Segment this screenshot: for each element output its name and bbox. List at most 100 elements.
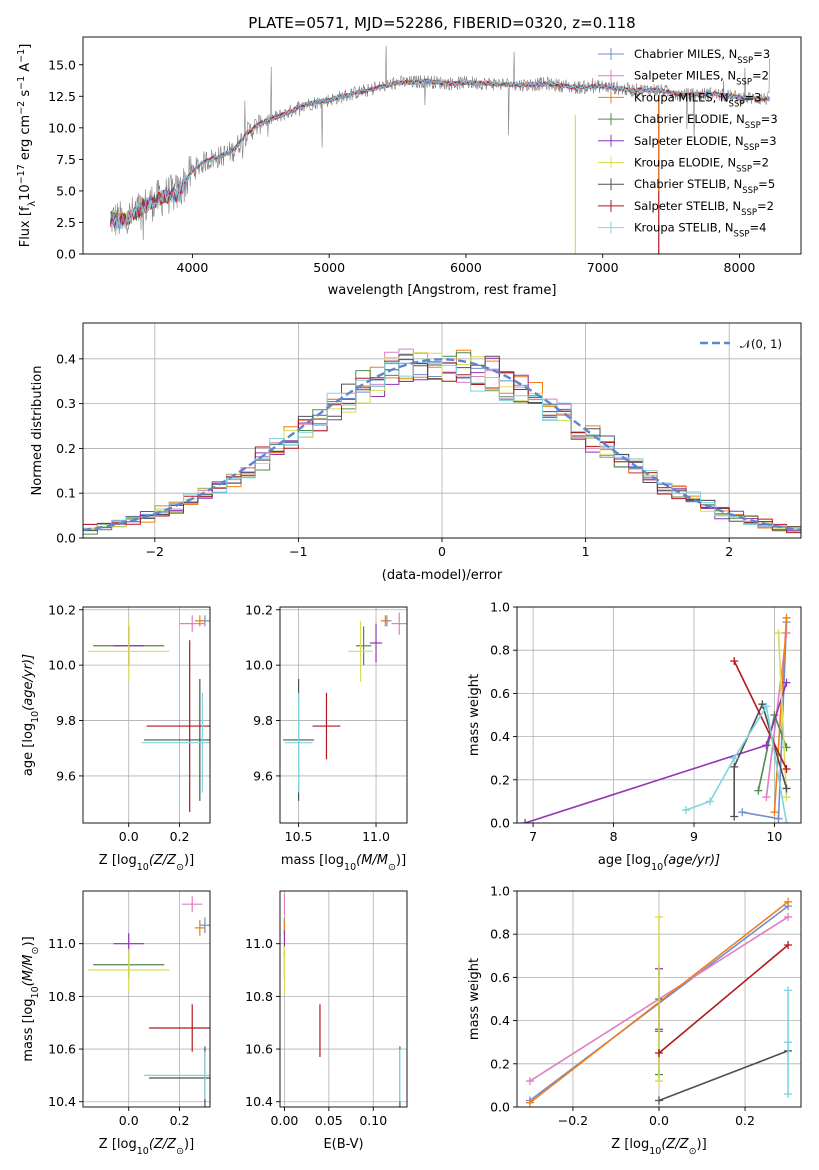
legend-label-ssp: 3	[770, 112, 777, 126]
y-tick-label: 0.1	[56, 486, 76, 501]
y-tick-label: 12.5	[48, 89, 76, 104]
x-tick-label: 0	[438, 544, 446, 559]
x-tick-label: 2	[725, 544, 733, 559]
y-tick-label: 9.8	[56, 713, 76, 728]
mass-weight-group	[525, 897, 793, 1107]
y-axis-label-part: λ	[27, 200, 38, 206]
y-axis-label-part: ⊙	[30, 947, 41, 955]
y-tick-label: 10.8	[245, 989, 273, 1004]
y-tick-label: 7.5	[56, 152, 76, 167]
x-axis-label: age [log10(age/yr)]	[598, 853, 720, 873]
legend-label-eq: =	[749, 221, 759, 235]
x-axis-label-part: mass [log	[281, 853, 344, 868]
mass-weight-point-5	[774, 628, 783, 637]
x-axis-label-part: )]	[697, 1137, 707, 1152]
legend-label-sub: SSP	[736, 165, 752, 175]
y-tick-label: 5.0	[56, 183, 76, 198]
mass-weight-point-6	[730, 762, 739, 771]
y-tick-label: 11.0	[48, 936, 76, 951]
y-tick-label: 0.0	[490, 816, 510, 831]
mass-weight-point-4	[762, 741, 771, 750]
mass-weight-point-5	[655, 912, 663, 921]
y-axis-label: mass weight	[467, 958, 482, 1040]
legend-label-sub: SSP	[745, 121, 761, 131]
legend-label-text: Salpeter MILES, N	[634, 69, 736, 83]
mass-weight-point-8	[762, 702, 771, 711]
legend-label-eq: =	[752, 156, 762, 170]
axis-text: 4000 5000 6000 7000 80000.02.55.07.510.012.5…	[16, 14, 783, 1157]
x-axis-label-part: (Z/Z	[661, 1137, 689, 1152]
y-axis-label-part: ]	[18, 44, 33, 49]
x-axis-label-part: age [log	[598, 853, 651, 868]
mass-weight-point-6	[655, 1096, 663, 1105]
y-tick-label: 2.5	[56, 215, 76, 230]
axes-frame	[82, 890, 211, 1108]
axes-frame	[279, 606, 408, 824]
x-tick-label: 7000	[587, 260, 619, 275]
x-axis-label-part: (Z/Z	[149, 853, 177, 868]
legend-label-8: Kroupa STELIB, NSSP=4	[634, 221, 766, 240]
x-axis-label-part: )]	[184, 1137, 194, 1152]
histogram-group	[83, 348, 801, 537]
y-tick-label: 11.0	[245, 936, 273, 951]
legend-label-eq: =	[760, 134, 770, 148]
mass-weight-point-0	[774, 814, 783, 823]
mass-weight-line-7	[658, 944, 789, 1054]
y-tick-label: 10.2	[245, 602, 273, 617]
legend-label-eq: =	[761, 112, 771, 126]
y-tick-label: 9.6	[253, 768, 273, 783]
y-tick-label: 0.2	[490, 772, 510, 787]
mass-weight-line-8	[685, 704, 788, 823]
x-axis-label: mass [log10(M/M⊙)]	[281, 853, 406, 873]
mass-weight-point-5	[655, 1077, 663, 1086]
legend-label-ssp: 2	[762, 69, 769, 83]
legend-label-ssp: 3	[769, 134, 776, 148]
axes-frame	[82, 36, 802, 255]
legend-label-sub: SSP	[737, 56, 753, 66]
mass-weight-point-8	[782, 819, 791, 823]
plot-data	[83, 45, 801, 1107]
gaussian-curve	[83, 358, 801, 532]
x-axis-label: E(B-V)	[323, 1137, 363, 1152]
x-axis-label-part: Z [log	[611, 1137, 649, 1152]
gaussian-legend-label: 𝒩(0, 1)	[740, 337, 782, 351]
axes-frame	[82, 606, 211, 824]
x-axis-label-part: 10	[651, 862, 663, 873]
legend-label-text: Kroupa ELODIE, N	[634, 156, 736, 170]
legend-label-text: Chabrier ELODIE, N	[634, 112, 745, 126]
x-axis-label-part: Z [log	[99, 1137, 137, 1152]
y-tick-label: 10.0	[48, 658, 76, 673]
x-tick-label: 5000	[313, 260, 345, 275]
y-tick-label: 0.0	[56, 247, 76, 262]
x-axis-label-part: ⊙	[176, 862, 184, 873]
y-tick-label: 0.0	[490, 1100, 510, 1115]
x-tick-label: 10.5	[285, 829, 313, 844]
x-axis-label-part: (M/M	[356, 853, 388, 868]
legend-label-eq: =	[752, 69, 762, 83]
y-tick-label: 10.6	[245, 1042, 273, 1057]
y-axis-label-part: 10	[30, 986, 41, 998]
y-axis-label-part: 10	[30, 711, 41, 723]
mass-weight-point-8	[784, 1090, 793, 1099]
legend-label-text: Kroupa STELIB, N	[634, 221, 734, 235]
x-tick-label: 8000	[724, 260, 756, 275]
mass-weight-point-7	[655, 1049, 663, 1057]
y-tick-label: 0.8	[490, 927, 510, 942]
errorbar-group	[283, 893, 401, 1107]
mass-weight-point-3	[754, 786, 763, 795]
y-axis-label-part: −17	[16, 164, 27, 184]
mass-weight-point-6	[782, 784, 791, 793]
legend-label-ssp: 2	[767, 199, 774, 213]
legend-label-sub: SSP	[729, 99, 745, 109]
legend-label-text: Chabrier STELIB, N	[634, 177, 742, 191]
y-axis-label-part: erg cm	[18, 115, 33, 164]
y-tick-label: 10.4	[245, 1094, 273, 1109]
y-axis-label: Flux [fλ10−17 erg cm−2 s−1 A−1]	[16, 44, 38, 248]
mass-weight-point-6	[758, 700, 767, 709]
y-axis-label-part: −1	[16, 49, 27, 63]
y-tick-label: 0.2	[490, 1056, 510, 1071]
y-tick-label: 0.4	[490, 729, 510, 744]
y-tick-label: 10.6	[48, 1042, 76, 1057]
legend-label-5: Kroupa ELODIE, NSSP=2	[634, 156, 769, 175]
mass-weight-point-6	[730, 812, 739, 821]
